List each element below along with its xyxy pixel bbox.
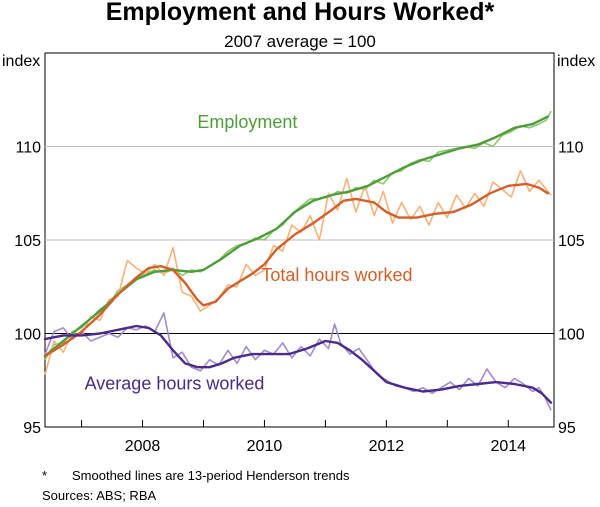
y-tick-label-right: 95 [558,420,576,437]
average-hours-worked-trend-line [43,324,553,404]
x-tick-label: 2008 [125,438,161,455]
y-tick-label-left: 105 [14,233,41,250]
y-tick-label-left: 95 [23,420,41,437]
y-axis-label-left: index [2,53,40,70]
x-tick-label: 2014 [490,438,526,455]
y-tick-label-left: 100 [14,327,41,344]
employment-trend-line [43,115,550,358]
chart: Employment and Hours Worked* 2007 averag… [2,0,595,455]
chart-title: Employment and Hours Worked* [106,0,495,26]
x-tick-label: 2010 [247,438,283,455]
y-tick-label-left: 110 [15,140,41,157]
y-tick-label-right: 100 [558,327,585,344]
average-hours-worked-raw-line [44,312,552,411]
footnote-note: * Smoothed lines are 13-period Henderson … [42,468,350,483]
total-hours-worked-label: Total hours worked [261,265,412,285]
footnote-marker: * [42,468,48,483]
y-axis-label-right: index [557,53,595,70]
total-hours-worked-raw-line [44,170,552,375]
footnote-sources: Sources: ABS; RBA [42,488,157,503]
employment-label: Employment [197,112,297,132]
chart-subtitle: 2007 average = 100 [224,32,376,51]
x-tick-label: 2012 [369,438,405,455]
employment-raw-line [44,110,552,361]
footnote-text: Smoothed lines are 13-period Henderson t… [72,468,350,483]
y-tick-label-right: 105 [558,233,585,250]
average-hours-worked-label: Average hours worked [85,374,265,394]
y-tick-label-right: 110 [558,140,584,157]
total-hours-worked-trend-line [43,182,550,358]
